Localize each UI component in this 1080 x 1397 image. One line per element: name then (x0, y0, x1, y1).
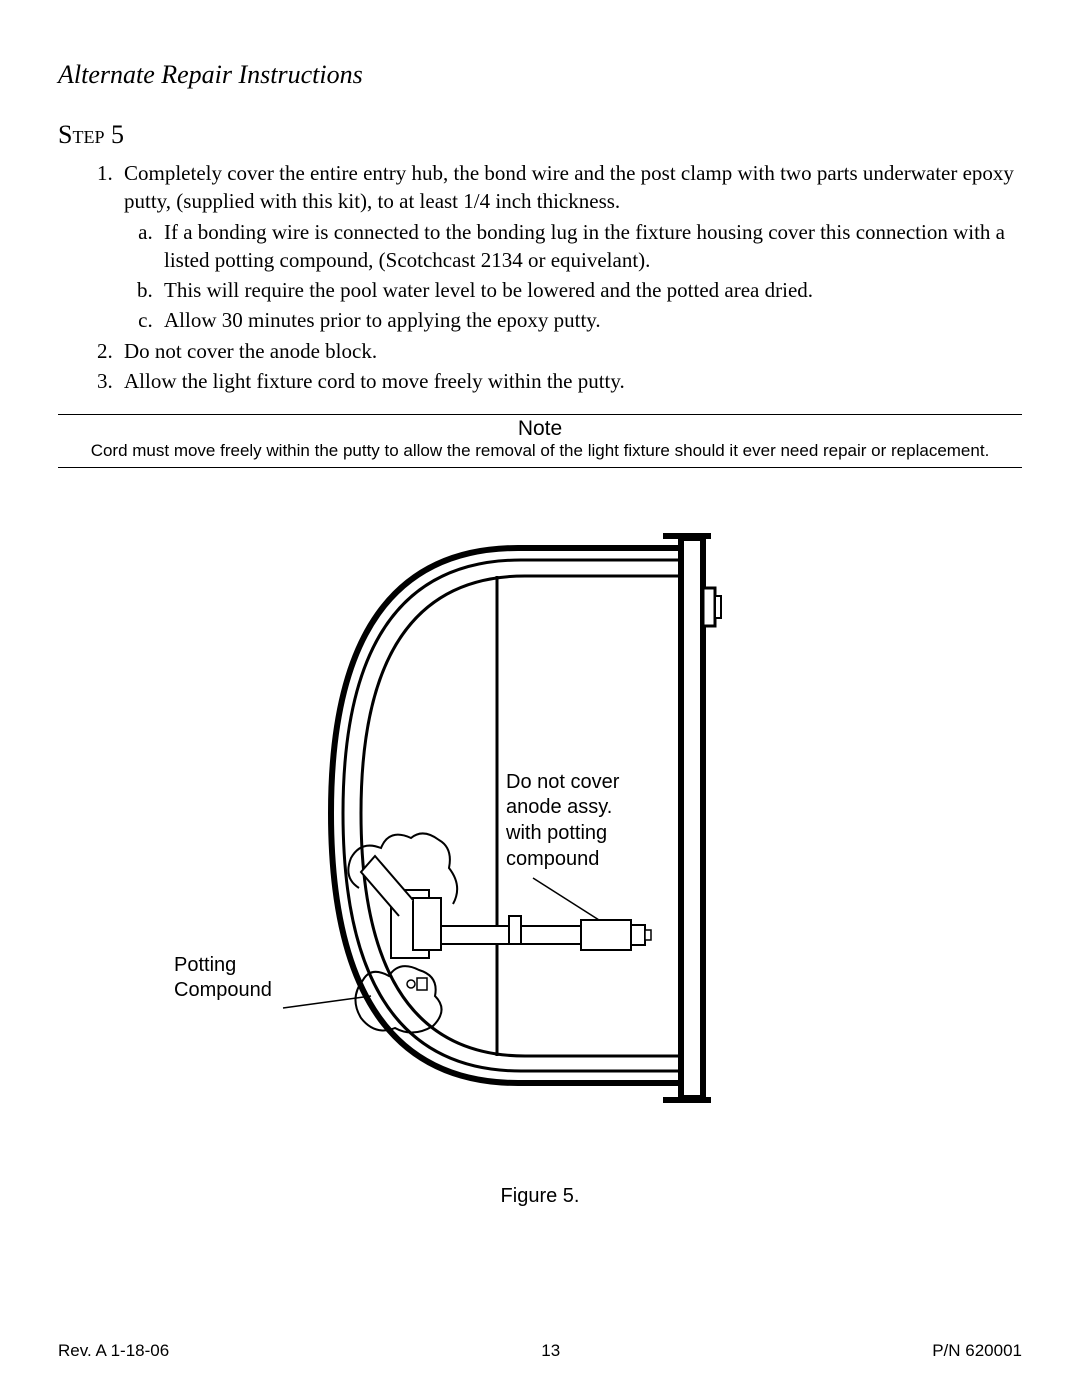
figure-caption: Figure 5. (58, 1185, 1022, 1208)
figure-5: Do not cover anode assy. with potting co… (58, 498, 1022, 1218)
callout-potting: Potting Compound (174, 953, 272, 1004)
footer-left: Rev. A 1-18-06 (58, 1341, 169, 1361)
list-item: This will require the pool water level t… (158, 277, 1022, 305)
note-title: Note (58, 417, 1022, 441)
list-item: If a bonding wire is connected to the bo… (158, 219, 1022, 274)
instruction-list: Completely cover the entire entry hub, t… (58, 160, 1022, 396)
footer-right: P/N 620001 (932, 1341, 1022, 1361)
step-title: Step 5 (58, 120, 1022, 150)
section-title: Alternate Repair Instructions (58, 60, 1022, 90)
list-item: Do not cover the anode block. (118, 338, 1022, 366)
note-box: Note Cord must move freely within the pu… (58, 414, 1022, 468)
list-item: Completely cover the entire entry hub, t… (118, 160, 1022, 334)
note-text: Cord must move freely within the putty t… (58, 441, 1022, 461)
figure-svg (263, 528, 723, 1133)
sub-list: If a bonding wire is connected to the bo… (124, 219, 1022, 334)
list-item: Allow the light fixture cord to move fre… (118, 368, 1022, 396)
page-footer: Rev. A 1-18-06 13 P/N 620001 (58, 1341, 1022, 1361)
footer-center: 13 (541, 1341, 560, 1361)
list-item: Allow 30 minutes prior to applying the e… (158, 307, 1022, 335)
callout-anode: Do not cover anode assy. with potting co… (506, 770, 619, 872)
item-text: Completely cover the entire entry hub, t… (124, 161, 1014, 213)
